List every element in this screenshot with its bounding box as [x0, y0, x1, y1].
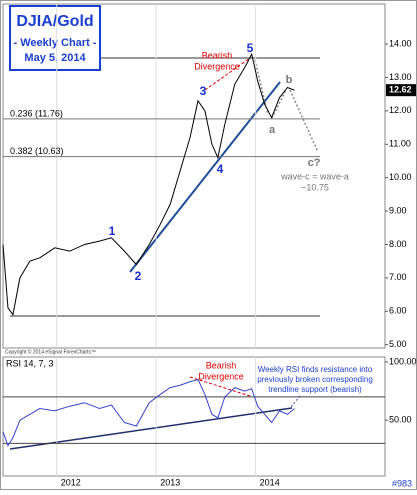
last-value-label: 12.62: [389, 85, 412, 95]
target-label: wave-c = wave-a: [280, 171, 349, 181]
last-value-box: [386, 84, 416, 97]
y-tick-label: 14.00: [389, 38, 412, 48]
divergence-label: Bearish: [202, 50, 233, 60]
series-line: [2, 52, 295, 316]
target-label: ~10.75: [301, 182, 329, 192]
rsi-divergence-label: Bearish: [206, 360, 237, 370]
fib-label: 0.236 (11.76): [10, 108, 63, 118]
chart-date: May 5, 2014: [24, 52, 86, 64]
projection-arrows: [254, 59, 319, 153]
divergence-line: [204, 57, 251, 91]
chart-subtitle: - Weekly Chart -: [14, 37, 97, 49]
rsi-title: RSI 14, 7, 3: [6, 358, 54, 368]
chart-title: DJIA/Gold: [16, 13, 93, 30]
credit: Copyright © 2014 eSignal ForexCharts™: [5, 348, 96, 355]
wave-label: 1: [109, 224, 116, 238]
wave-label: 3: [200, 84, 207, 98]
x-tick-label: 2013: [160, 477, 180, 487]
rsi-divergence-label: Divergence: [198, 371, 244, 381]
rsi-note: trendline support (bearish): [268, 385, 362, 394]
wave-label: c?: [308, 157, 321, 169]
wave-label: a: [269, 124, 276, 136]
fib-label: 0.382 (10.63): [10, 146, 64, 156]
trendline: [129, 81, 281, 273]
rsi-note: previously broken corresponding: [257, 375, 373, 384]
series-line: [2, 378, 295, 447]
y-tick-label: 8.00: [389, 239, 407, 249]
divergence-label: Divergence: [194, 61, 240, 71]
y-tick-label: 10.00: [389, 172, 412, 182]
rsi-note-arrow: [289, 395, 301, 409]
y-tick-label: 7.00: [389, 272, 407, 282]
y-tick-label: 13.00: [389, 72, 412, 82]
rsi-note: Weekly RSI finds resistance into: [258, 365, 373, 374]
rsi-divergence-line: [189, 376, 251, 397]
y-tick-label: 5.00: [389, 339, 407, 349]
y-tick-label: 12.00: [389, 105, 412, 115]
x-tick-label: 2014: [260, 477, 280, 487]
y-tick-label: 50.00: [389, 415, 412, 425]
wave-label: b: [286, 74, 293, 86]
y-tick-label: 100.00: [389, 356, 417, 366]
y-tick-label: 6.00: [389, 306, 407, 316]
y-tick-label: 11.00: [389, 139, 411, 149]
y-tick-label: 9.00: [389, 205, 407, 215]
wave-label: 4: [217, 162, 224, 176]
x-tick-label: 2012: [61, 477, 81, 487]
title-box: [9, 5, 101, 71]
id-label: #983: [392, 478, 412, 488]
wave-label: 5: [247, 41, 254, 55]
wave-label: 2: [135, 269, 142, 283]
rsi-panel: [2, 356, 386, 477]
